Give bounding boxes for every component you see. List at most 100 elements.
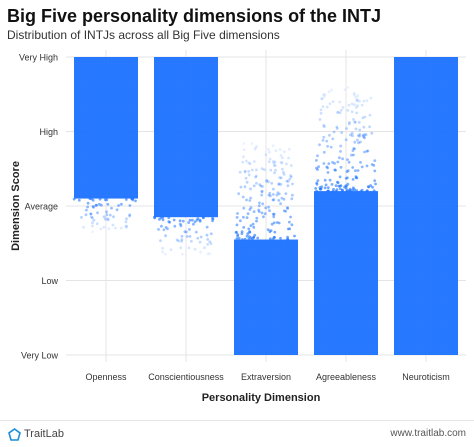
data-point bbox=[271, 193, 275, 196]
data-point bbox=[290, 197, 294, 201]
data-point bbox=[286, 235, 289, 239]
data-point bbox=[153, 215, 156, 219]
data-point bbox=[105, 213, 109, 217]
data-point bbox=[285, 179, 289, 183]
data-point bbox=[271, 144, 275, 148]
data-point bbox=[248, 208, 252, 211]
data-point bbox=[192, 222, 195, 226]
traitlab-logo-icon bbox=[8, 427, 21, 441]
data-point bbox=[277, 192, 281, 196]
data-point bbox=[270, 222, 274, 226]
data-point bbox=[362, 125, 366, 129]
data-point bbox=[335, 125, 339, 129]
footer-url[interactable]: www.traitlab.com bbox=[390, 428, 466, 439]
data-point bbox=[328, 178, 332, 182]
data-point bbox=[278, 148, 282, 151]
data-point bbox=[323, 178, 327, 182]
data-point bbox=[280, 196, 284, 200]
data-point bbox=[269, 194, 272, 198]
data-point bbox=[252, 184, 256, 188]
data-point bbox=[242, 215, 245, 219]
data-point bbox=[248, 230, 252, 234]
data-point bbox=[85, 208, 88, 212]
data-marks bbox=[72, 57, 458, 355]
data-point bbox=[247, 173, 251, 177]
data-point bbox=[355, 97, 359, 101]
data-point bbox=[260, 167, 264, 171]
data-point bbox=[287, 147, 291, 151]
data-point bbox=[257, 208, 261, 212]
data-point bbox=[245, 180, 249, 184]
data-point bbox=[124, 224, 128, 228]
data-point bbox=[327, 162, 331, 166]
data-point bbox=[198, 240, 202, 244]
data-point bbox=[240, 230, 244, 234]
data-point bbox=[346, 109, 350, 112]
data-point bbox=[252, 225, 256, 229]
data-point bbox=[96, 211, 99, 215]
data-point bbox=[316, 154, 319, 158]
data-point bbox=[205, 225, 209, 229]
data-point bbox=[106, 218, 110, 222]
data-point bbox=[77, 198, 81, 202]
strip-texture bbox=[394, 57, 458, 355]
data-point bbox=[261, 202, 265, 206]
data-point bbox=[272, 164, 276, 167]
data-point bbox=[373, 159, 377, 163]
data-point bbox=[279, 202, 282, 206]
data-point bbox=[208, 252, 212, 256]
data-point bbox=[257, 204, 261, 208]
data-point bbox=[255, 216, 259, 220]
data-point bbox=[323, 93, 327, 96]
data-point bbox=[267, 205, 270, 209]
data-point bbox=[97, 202, 101, 206]
data-point bbox=[357, 141, 360, 145]
data-point bbox=[318, 143, 321, 147]
data-point bbox=[259, 184, 263, 188]
data-point bbox=[242, 148, 246, 152]
data-point bbox=[356, 138, 359, 142]
data-point bbox=[368, 125, 371, 129]
data-point bbox=[103, 198, 107, 202]
data-point bbox=[365, 149, 369, 153]
data-point bbox=[358, 128, 362, 132]
data-point bbox=[281, 167, 284, 171]
data-point bbox=[167, 216, 171, 220]
data-point bbox=[288, 220, 291, 224]
data-point bbox=[359, 161, 362, 164]
data-point bbox=[188, 218, 192, 222]
data-point bbox=[264, 153, 268, 157]
data-point bbox=[319, 111, 323, 115]
data-point bbox=[369, 96, 373, 100]
data-point bbox=[319, 108, 323, 112]
data-point bbox=[338, 100, 342, 104]
data-point bbox=[241, 238, 244, 241]
data-point bbox=[251, 237, 254, 241]
data-point bbox=[363, 136, 366, 140]
data-point bbox=[264, 206, 268, 210]
data-point bbox=[100, 203, 103, 207]
data-point bbox=[271, 198, 275, 202]
data-point bbox=[352, 93, 356, 96]
data-point bbox=[322, 150, 326, 154]
data-point bbox=[247, 161, 251, 165]
data-point bbox=[260, 189, 264, 193]
data-point bbox=[80, 216, 83, 219]
data-point bbox=[193, 220, 197, 224]
data-point bbox=[158, 218, 161, 221]
data-point bbox=[262, 168, 266, 172]
data-point bbox=[355, 111, 359, 115]
data-point bbox=[199, 235, 203, 239]
data-point bbox=[321, 105, 325, 108]
data-point bbox=[173, 224, 177, 228]
data-point bbox=[157, 228, 160, 231]
data-point bbox=[346, 86, 350, 89]
brand[interactable]: TraitLab bbox=[8, 427, 64, 441]
data-point bbox=[361, 116, 365, 120]
strip-texture bbox=[314, 191, 378, 355]
data-point bbox=[339, 150, 342, 153]
data-point bbox=[249, 224, 253, 228]
data-point bbox=[347, 121, 351, 124]
chart-subtitle: Distribution of INTJs across all Big Fiv… bbox=[7, 28, 280, 42]
